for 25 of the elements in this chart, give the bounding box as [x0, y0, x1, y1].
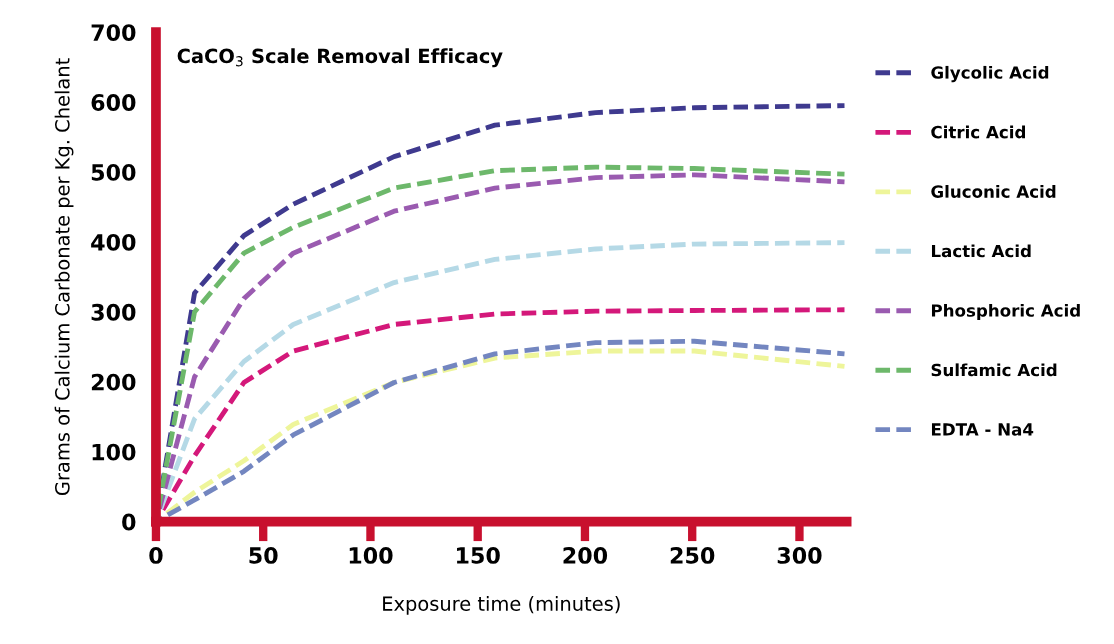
y-tick-label: 0	[122, 513, 136, 531]
legend-label: Citric Acid	[931, 125, 1025, 139]
x-tick-label: 100	[349, 547, 393, 564]
x-tick-label: 250	[670, 547, 715, 564]
text: CaCO$_{3}$ Scale Removal Efficacy	[177, 48, 503, 68]
legend-label: EDTA - Na4	[931, 423, 1034, 436]
legend-label: Glycolic Acid	[931, 65, 1049, 83]
x-tick-label: 50	[249, 547, 278, 564]
y-tick-label: 500	[91, 163, 136, 181]
y-tick-label: 400	[91, 233, 136, 251]
legend-label: Gluconic Acid	[931, 184, 1056, 198]
y-tick-label: 300	[91, 303, 136, 321]
legend-label: Sulfamic Acid	[931, 363, 1057, 377]
y-tick-label: 700	[91, 24, 136, 41]
x-tick-label: 0	[149, 547, 163, 564]
x-tick-label: 300	[777, 547, 822, 564]
y-tick-label: 600	[91, 94, 136, 111]
y-tick-label: 200	[91, 373, 136, 391]
legend-label: Lactic Acid	[931, 244, 1031, 258]
x-axis-title: Exposure time (minutes)	[383, 595, 620, 615]
x-tick-label: 150	[457, 547, 500, 564]
y-axis-title: Grams of Calcium Carbonate per Kg. Chelant	[54, 58, 74, 496]
legend-label: Phosphoric Acid	[931, 303, 1080, 321]
x-tick-label: 200	[563, 547, 608, 564]
y-tick-label: 100	[92, 443, 136, 461]
